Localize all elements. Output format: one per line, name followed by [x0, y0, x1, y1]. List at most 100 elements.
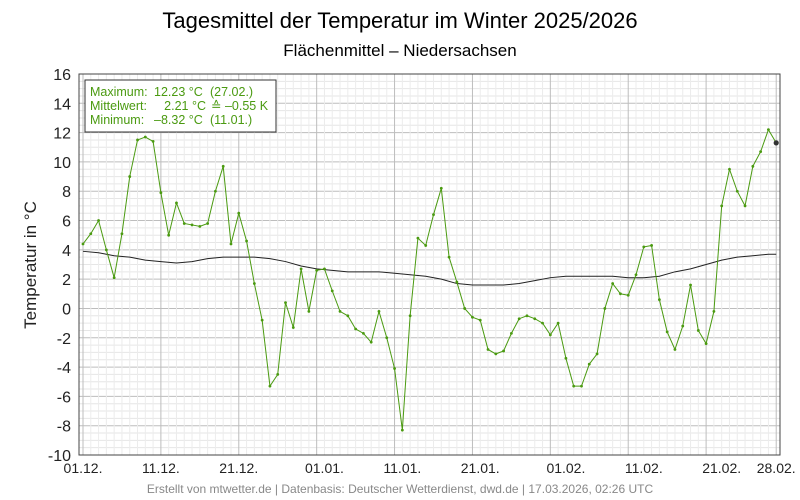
daily-point — [291, 326, 295, 329]
legend-box: Maximum: 12.23 °C (27.02.) Mittelwert: 2… — [84, 79, 277, 133]
daily-point — [689, 283, 692, 287]
daily-point — [720, 204, 724, 208]
series-normal — [82, 250, 777, 286]
daily-point — [260, 318, 264, 322]
x-tick-label: 01.12. — [64, 460, 103, 476]
daily-point — [245, 239, 248, 243]
x-tick-label: 21.02. — [702, 460, 741, 476]
daily-point — [471, 315, 474, 319]
daily-point — [214, 189, 217, 193]
chart-title: Tagesmittel der Temperatur im Winter 202… — [162, 8, 637, 33]
daily-point — [642, 245, 646, 249]
daily-point — [541, 321, 544, 325]
daily-point — [136, 138, 139, 142]
daily-point — [143, 135, 147, 139]
footer-credit: Erstellt von mtwetter.de | Datenbasis: D… — [147, 482, 654, 496]
legend-mean-extra: ≙ –0.55 K — [211, 99, 269, 113]
daily-point — [486, 348, 490, 351]
y-tick-label: 12 — [53, 126, 71, 143]
daily-point — [330, 289, 334, 293]
daily-point — [175, 201, 178, 205]
y-tick-label: 0 — [62, 301, 71, 318]
daily-point — [299, 267, 303, 271]
y-tick-label: 8 — [62, 184, 71, 201]
daily-point — [548, 333, 552, 337]
chart-subtitle: Flächenmittel – Niedersachsen — [283, 41, 516, 60]
daily-point — [120, 232, 124, 236]
daily-point — [408, 314, 412, 318]
x-tick-label: 21.12. — [219, 460, 258, 476]
daily-point — [595, 352, 599, 356]
daily-point — [619, 292, 622, 296]
daily-point — [580, 384, 583, 388]
daily-point — [556, 321, 560, 325]
daily-point — [626, 293, 630, 297]
daily-point — [346, 314, 350, 318]
legend-mean-label: Mittelwert: — [90, 99, 147, 113]
y-tick-label: -6 — [57, 389, 71, 406]
daily-point — [657, 298, 661, 302]
y-tick-label: -2 — [57, 331, 71, 348]
legend-max-date: (27.02.) — [210, 85, 253, 99]
daily-point — [439, 186, 443, 190]
daily-point — [151, 140, 155, 143]
daily-point — [323, 267, 326, 271]
x-axis-ticks: 01.12. 11.12. 21.12. 01.01. 11.01. 21.01. 01.0… — [64, 460, 796, 476]
daily-point — [634, 273, 638, 277]
legend-min-date: (11.01.) — [210, 113, 252, 127]
y-axis-label: Temperatur in °C — [21, 201, 40, 329]
daily-point — [182, 222, 186, 225]
daily-point — [377, 309, 381, 313]
daily-point — [206, 222, 210, 225]
daily-point — [416, 236, 420, 240]
daily-point — [190, 223, 194, 227]
daily-point — [159, 191, 163, 195]
y-tick-label: -8 — [57, 419, 71, 436]
daily-point — [696, 329, 700, 332]
x-tick-label: 11.12. — [142, 460, 180, 476]
x-tick-label: 21.01. — [461, 460, 500, 476]
daily-point — [81, 242, 85, 246]
daily-line — [82, 128, 777, 431]
daily-point — [167, 233, 171, 237]
legend-max-value: 12.23 °C — [154, 85, 203, 99]
daily-point — [502, 349, 505, 353]
daily-point — [494, 352, 498, 356]
daily-point — [385, 336, 389, 340]
daily-point — [198, 225, 202, 228]
daily-point — [759, 150, 763, 154]
daily-point — [650, 244, 653, 247]
daily-point — [221, 164, 225, 168]
series-daily — [81, 128, 779, 432]
daily-point — [369, 340, 373, 344]
daily-point — [773, 140, 779, 146]
daily-point — [424, 244, 428, 247]
y-tick-label: -4 — [57, 360, 71, 377]
daily-point — [673, 348, 677, 351]
daily-point — [229, 242, 233, 246]
daily-point — [572, 384, 576, 388]
daily-point — [97, 219, 100, 222]
daily-point — [751, 164, 755, 168]
daily-point — [681, 324, 685, 328]
y-tick-label: 16 — [53, 67, 71, 84]
daily-point — [128, 175, 132, 178]
daily-point — [564, 356, 568, 360]
daily-point — [704, 342, 708, 346]
legend-min-value: –8.32 °C — [154, 113, 203, 127]
daily-point — [237, 211, 241, 215]
daily-point — [354, 327, 358, 331]
y-tick-label: 6 — [62, 214, 71, 231]
daily-point — [767, 128, 770, 132]
daily-point — [728, 167, 731, 171]
daily-point — [533, 317, 537, 321]
daily-point — [338, 309, 342, 313]
grid — [79, 73, 780, 456]
daily-point — [315, 268, 319, 272]
daily-point — [362, 331, 365, 335]
daily-point — [112, 276, 116, 280]
y-tick-label: -10 — [48, 448, 71, 465]
y-tick-label: 4 — [62, 243, 71, 260]
y-tick-label: 10 — [53, 155, 71, 172]
